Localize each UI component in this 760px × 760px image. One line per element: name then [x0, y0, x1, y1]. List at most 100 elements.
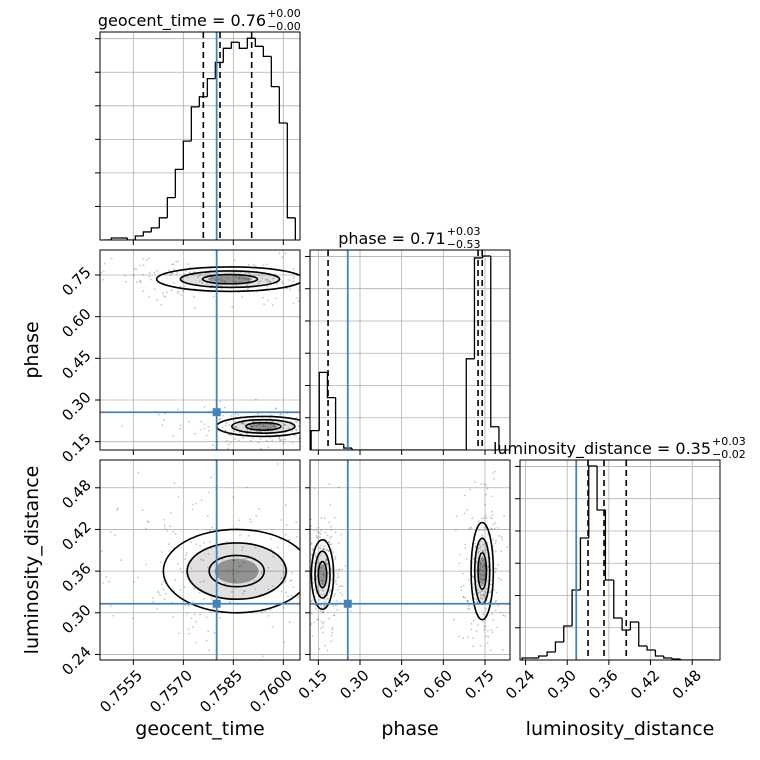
density-luminosity_distance-vs-phase-sample	[336, 588, 339, 591]
density-luminosity_distance-vs-phase-sample	[494, 522, 497, 525]
density-luminosity_distance-vs-geocent_time-sample	[290, 579, 293, 582]
panel-luminosity_distance-vs-phase-frame	[309, 459, 511, 661]
density-luminosity_distance-vs-phase-sample	[479, 547, 482, 550]
density-luminosity_distance-vs-geocent_time-sample	[198, 591, 201, 594]
density-luminosity_distance-vs-phase-sample	[481, 549, 484, 552]
density-luminosity_distance-vs-phase-sample	[310, 543, 313, 546]
hist-phase-bin-1	[318, 371, 328, 431]
density-luminosity_distance-vs-phase-sample	[482, 621, 485, 624]
density-luminosity_distance-vs-phase-sample	[482, 594, 485, 597]
hist-geocent_time-bin-6	[150, 227, 160, 232]
density-luminosity_distance-vs-phase-sample	[325, 559, 328, 562]
hist-geocent_time-bin-13	[206, 77, 216, 97]
density-phase-vs-geocent_time-sample	[139, 280, 142, 283]
density-phase-vs-geocent_time-sample	[281, 280, 284, 283]
density-luminosity_distance-vs-geocent_time-sample	[207, 491, 210, 494]
density-luminosity_distance-vs-geocent_time-sample	[285, 524, 288, 526]
density-luminosity_distance-vs-phase-sample	[328, 521, 331, 524]
density-phase-vs-geocent_time-sample	[234, 426, 237, 429]
density-phase-vs-geocent_time-sample	[294, 420, 297, 423]
density-phase-vs-geocent_time-sample	[283, 423, 286, 426]
hist-luminosity_distance-bin-17	[663, 656, 673, 659]
density-luminosity_distance-vs-phase-sample	[497, 563, 499, 566]
density-luminosity_distance-vs-phase-truth-marker	[343, 599, 352, 608]
density-phase-vs-geocent_time-sample	[182, 290, 185, 292]
density-phase-vs-geocent_time-sample	[197, 276, 199, 279]
density-luminosity_distance-vs-phase-sample	[494, 571, 497, 574]
density-luminosity_distance-vs-phase-sample	[499, 611, 502, 614]
density-luminosity_distance-vs-phase-sample	[322, 548, 325, 551]
density-luminosity_distance-vs-phase-sample	[474, 546, 477, 549]
panel-geocent_time-vs-geocent_time-group	[95, 31, 301, 245]
density-luminosity_distance-vs-geocent_time-sample	[207, 566, 209, 569]
density-phase-vs-geocent_time-sample	[100, 271, 102, 274]
density-luminosity_distance-vs-phase-sample	[479, 565, 482, 567]
density-luminosity_distance-vs-phase-sample	[490, 527, 492, 530]
density-luminosity_distance-vs-geocent_time-sample	[267, 588, 270, 591]
density-luminosity_distance-vs-phase-sample	[337, 486, 340, 489]
density-phase-vs-geocent_time-sample	[269, 427, 272, 429]
density-luminosity_distance-vs-phase-sample	[313, 562, 316, 565]
density-phase-vs-geocent_time-sample	[291, 441, 294, 444]
density-luminosity_distance-vs-geocent_time-sample	[144, 527, 147, 530]
density-phase-vs-geocent_time-sample	[176, 291, 179, 293]
density-luminosity_distance-vs-phase-sample	[483, 628, 486, 631]
density-phase-vs-geocent_time-sample	[241, 277, 244, 280]
density-luminosity_distance-vs-phase-sample	[328, 617, 331, 620]
density-luminosity_distance-vs-geocent_time-sample	[178, 632, 181, 635]
density-luminosity_distance-vs-geocent_time-sample	[187, 628, 190, 631]
density-luminosity_distance-vs-phase-sample	[476, 589, 479, 591]
title-phase-sup: +0.03	[447, 225, 481, 238]
density-luminosity_distance-vs-geocent_time-sample	[162, 588, 165, 591]
density-luminosity_distance-vs-phase-sample	[490, 528, 493, 530]
title-geocent_time-sup: +0.00	[267, 7, 301, 20]
density-luminosity_distance-vs-geocent_time-sample	[270, 548, 273, 550]
density-luminosity_distance-vs-phase-sample	[331, 631, 334, 634]
density-luminosity_distance-vs-geocent_time-sample	[244, 557, 246, 560]
density-phase-vs-geocent_time-sample	[279, 413, 281, 416]
density-luminosity_distance-vs-phase-sample	[487, 601, 490, 604]
density-phase-vs-geocent_time-sample	[149, 278, 152, 281]
density-luminosity_distance-vs-phase-sample	[481, 550, 484, 553]
density-luminosity_distance-vs-geocent_time-sample	[112, 614, 115, 617]
density-luminosity_distance-vs-phase-sample	[314, 607, 317, 610]
density-luminosity_distance-vs-phase-sample	[328, 483, 331, 486]
hist-phase-bin-19	[465, 358, 475, 450]
density-luminosity_distance-vs-phase-sample	[484, 503, 487, 506]
density-luminosity_distance-vs-geocent_time-sample	[186, 612, 189, 615]
density-luminosity_distance-vs-geocent_time-sample	[174, 533, 177, 536]
density-phase-vs-geocent_time-sample	[237, 439, 240, 442]
density-luminosity_distance-vs-phase-sample	[331, 628, 334, 631]
density-luminosity_distance-vs-phase-sample	[484, 514, 487, 517]
density-luminosity_distance-vs-geocent_time-sample	[146, 520, 149, 523]
density-luminosity_distance-vs-phase-sample	[329, 536, 331, 539]
density-luminosity_distance-vs-phase-sample	[494, 600, 496, 603]
density-phase-vs-geocent_time-sample	[245, 432, 248, 435]
density-phase-vs-geocent_time-sample	[176, 271, 179, 274]
hist-luminosity_distance-bin-13	[629, 621, 639, 630]
hist-phase-bin-23	[498, 426, 508, 450]
density-luminosity_distance-vs-phase-sample	[312, 548, 314, 551]
panel-luminosity_distance-vs-luminosity_distance-frame	[519, 459, 721, 661]
density-luminosity_distance-vs-phase-sample	[483, 624, 486, 627]
hist-geocent_time-bin-17	[238, 42, 248, 49]
density-luminosity_distance-vs-phase-sample	[482, 579, 484, 581]
density-luminosity_distance-vs-phase-sample	[341, 585, 344, 588]
density-phase-vs-geocent_time-sample	[269, 281, 272, 283]
density-luminosity_distance-vs-phase-sample	[323, 620, 326, 623]
density-luminosity_distance-vs-phase-sample	[472, 645, 475, 648]
density-luminosity_distance-vs-phase-sample	[320, 566, 322, 569]
density-phase-vs-geocent_time-sample	[145, 259, 148, 261]
density-phase-vs-geocent_time-sample	[267, 446, 270, 449]
density-phase-vs-geocent_time-sample	[258, 274, 260, 277]
density-luminosity_distance-vs-geocent_time-sample	[208, 649, 211, 652]
density-luminosity_distance-vs-phase-sample	[469, 526, 472, 529]
density-phase-vs-geocent_time-sample	[241, 437, 244, 440]
density-luminosity_distance-vs-phase-sample	[475, 598, 478, 601]
density-phase-vs-geocent_time-sample	[223, 406, 226, 409]
density-phase-vs-geocent_time-sample	[241, 422, 244, 424]
density-phase-vs-geocent_time-sample	[176, 273, 179, 276]
density-luminosity_distance-vs-phase-sample	[339, 592, 342, 595]
density-luminosity_distance-vs-phase-sample	[336, 609, 339, 611]
hist-luminosity_distance-bin-16	[654, 650, 664, 657]
